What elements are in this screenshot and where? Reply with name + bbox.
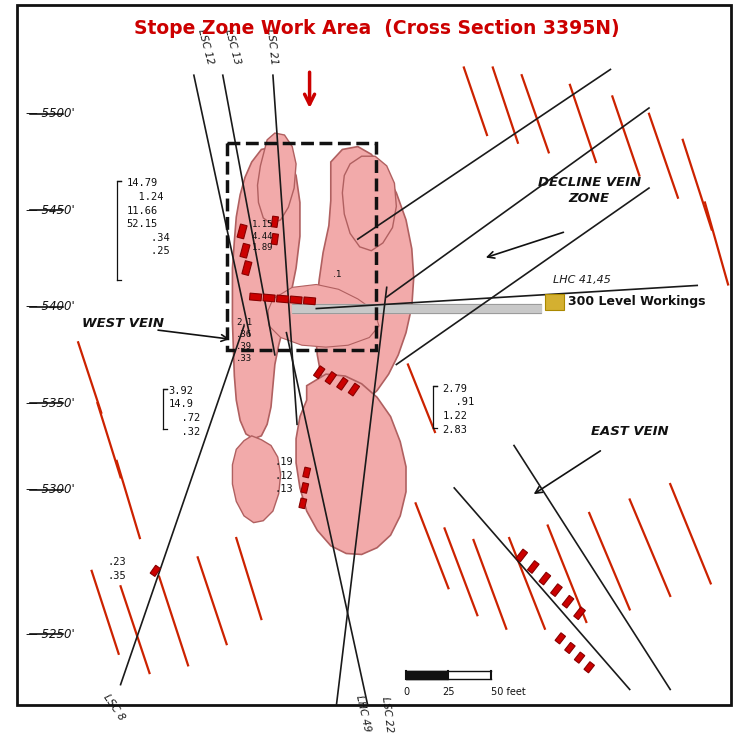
Polygon shape [584, 662, 595, 673]
Text: LSC 21: LSC 21 [265, 29, 279, 66]
Text: — 5350': — 5350' [26, 397, 75, 409]
Text: .1: .1 [333, 270, 341, 279]
Bar [544, 294, 564, 310]
Polygon shape [337, 378, 348, 390]
Polygon shape [574, 652, 585, 663]
Text: LSC 12: LSC 12 [196, 28, 215, 66]
Text: Stope Zone Work Area  (Cross Section 3395N): Stope Zone Work Area (Cross Section 3395… [134, 19, 620, 38]
Polygon shape [250, 293, 262, 301]
Text: WEST VEIN: WEST VEIN [82, 316, 164, 330]
Polygon shape [348, 383, 359, 396]
Text: — 5450': — 5450' [26, 204, 75, 216]
Text: — 5400': — 5400' [26, 300, 75, 313]
Polygon shape [574, 607, 586, 620]
Polygon shape [150, 565, 160, 576]
Polygon shape [562, 595, 574, 608]
Polygon shape [342, 156, 396, 251]
Polygon shape [268, 284, 379, 347]
Bar [226, 143, 376, 350]
Polygon shape [263, 294, 275, 302]
Polygon shape [232, 436, 280, 523]
Polygon shape [555, 633, 566, 644]
Polygon shape [304, 297, 316, 305]
Text: 2.1
.36
.39
.33: 2.1 .36 .39 .33 [236, 318, 253, 363]
Polygon shape [325, 372, 337, 384]
Text: 50 feet: 50 feet [490, 687, 526, 696]
Polygon shape [550, 584, 562, 596]
Polygon shape [257, 133, 296, 224]
Text: LSC 8: LSC 8 [101, 693, 127, 722]
Text: LSC 13: LSC 13 [223, 28, 242, 66]
Text: — 5500': — 5500' [26, 107, 75, 120]
Text: .23
.35: .23 .35 [107, 557, 126, 581]
Polygon shape [277, 295, 289, 302]
Text: .19
.12
.13: .19 .12 .13 [274, 457, 293, 495]
Polygon shape [539, 572, 550, 585]
Polygon shape [296, 374, 406, 554]
Polygon shape [290, 296, 302, 304]
Polygon shape [527, 561, 539, 573]
Text: EAST VEIN: EAST VEIN [591, 425, 669, 439]
Text: LHC 49: LHC 49 [355, 694, 373, 733]
Polygon shape [565, 643, 575, 654]
Text: LSC 22: LSC 22 [380, 696, 394, 733]
Text: 0: 0 [403, 687, 409, 696]
Text: 1.15
4.44
1.89: 1.15 4.44 1.89 [252, 220, 273, 252]
Polygon shape [272, 216, 278, 227]
Polygon shape [299, 498, 307, 509]
Polygon shape [237, 224, 247, 238]
Text: 14.79
  1.24
11.66
52.15
    .34
    .25: 14.79 1.24 11.66 52.15 .34 .25 [126, 178, 170, 256]
Text: DECLINE VEIN
ZONE: DECLINE VEIN ZONE [538, 177, 640, 205]
Text: LHC 41,45: LHC 41,45 [553, 275, 610, 286]
Text: 300 Level Workings: 300 Level Workings [568, 295, 706, 308]
Text: — 5250': — 5250' [26, 628, 75, 641]
Polygon shape [232, 146, 300, 439]
Polygon shape [242, 261, 252, 275]
Polygon shape [272, 233, 278, 245]
Polygon shape [314, 366, 325, 378]
Text: 3.92
14.9
  .72
  .32: 3.92 14.9 .72 .32 [169, 386, 200, 436]
Text: — 5300': — 5300' [26, 484, 75, 496]
Polygon shape [301, 483, 309, 493]
Polygon shape [303, 467, 310, 478]
Polygon shape [315, 146, 414, 410]
Polygon shape [516, 549, 527, 562]
Polygon shape [240, 244, 250, 258]
Text: 25: 25 [442, 687, 454, 696]
Text: 2.79
  .91
1.22
2.83: 2.79 .91 1.22 2.83 [442, 383, 474, 434]
